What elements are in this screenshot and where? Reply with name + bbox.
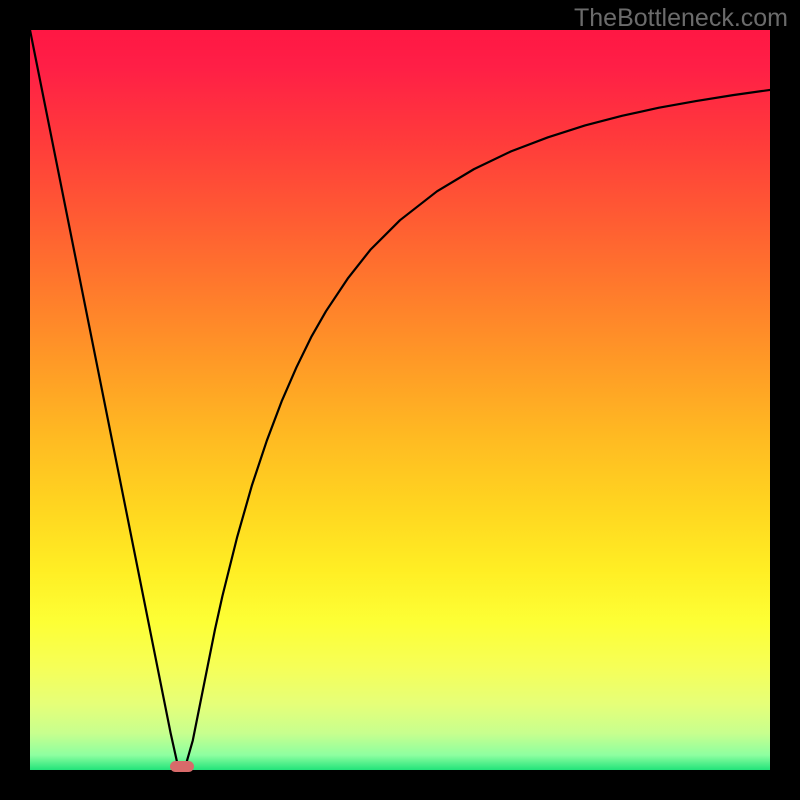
optimal-marker xyxy=(170,761,194,772)
bottleneck-chart: TheBottleneck.com xyxy=(0,0,800,800)
watermark-text: TheBottleneck.com xyxy=(574,4,788,33)
chart-svg xyxy=(0,0,800,800)
plot-area-rect xyxy=(30,30,770,770)
